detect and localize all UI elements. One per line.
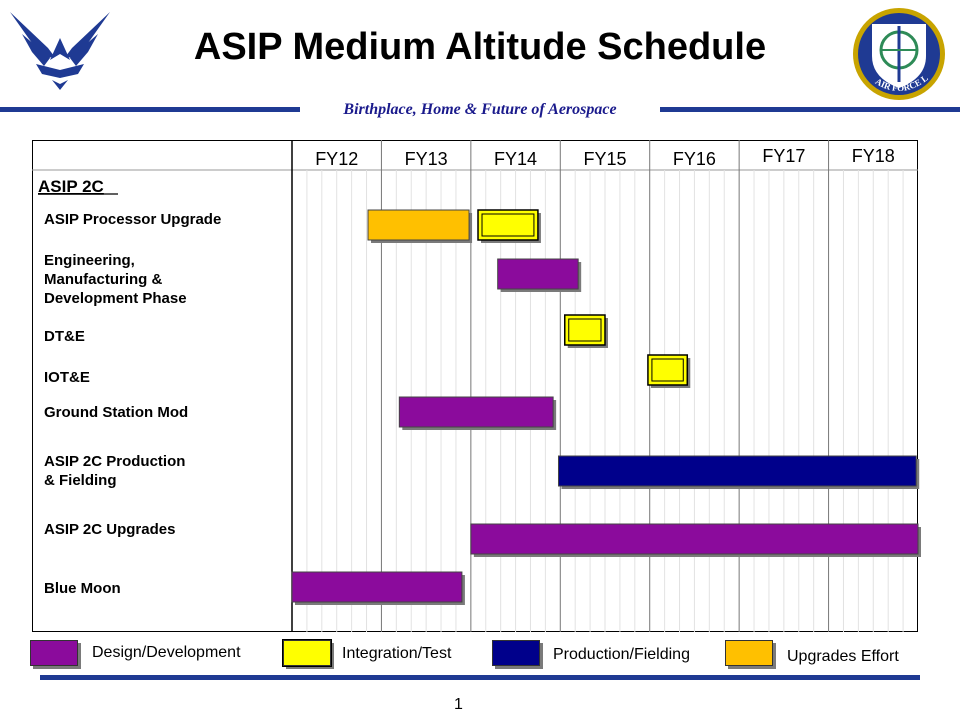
gantt-bar-integration-test xyxy=(647,354,689,386)
air-force-lcmc-seal-icon: AIR FORCE LCMC xyxy=(850,4,945,100)
task-label: ASIP 2C Upgrades xyxy=(44,521,175,538)
bar-inner-border xyxy=(568,318,602,342)
task-label: Blue Moon xyxy=(44,580,121,597)
fiscal-year-label: FY17 xyxy=(762,146,805,166)
legend-label-production-fielding: Production/Fielding xyxy=(553,646,690,663)
legend-swatch-design-development xyxy=(30,640,78,666)
gantt-chart-frame xyxy=(32,140,918,632)
task-label: DT&E xyxy=(44,328,85,345)
gantt-bar-design-development xyxy=(291,571,463,603)
gantt-bar-upgrades-effort xyxy=(367,209,470,241)
fiscal-year-label: FY13 xyxy=(405,149,448,169)
footer-rule xyxy=(40,675,920,680)
gantt-bar-design-development xyxy=(497,258,579,290)
legend: Design/Development Integration/Test Prod… xyxy=(0,636,960,670)
gantt-bar-design-development xyxy=(398,396,554,428)
gantt-bar-integration-test xyxy=(477,209,539,241)
bar-inner-border xyxy=(481,213,535,237)
task-label: Ground Station Mod xyxy=(44,404,188,421)
legend-label-upgrades-effort: Upgrades Effort xyxy=(787,648,899,665)
legend-swatch-production-fielding xyxy=(492,640,540,666)
legend-swatch-integration-test xyxy=(282,639,332,667)
task-label: IOT&E xyxy=(44,369,90,386)
header-rule-left xyxy=(0,107,300,112)
gantt-bar-integration-test xyxy=(564,314,606,346)
fiscal-year-label: FY16 xyxy=(673,149,716,169)
fiscal-year-label: FY15 xyxy=(583,149,626,169)
group-label: ASIP 2C xyxy=(38,177,104,196)
tagline: Birthplace, Home & Future of Aerospace xyxy=(343,101,617,118)
task-label: Engineering, Manufacturing & Development P… xyxy=(44,252,187,307)
fiscal-year-label: FY18 xyxy=(852,146,895,166)
task-label: ASIP Processor Upgrade xyxy=(44,211,221,228)
bar-inner-border xyxy=(651,358,684,382)
page-title: ASIP Medium Altitude Schedule xyxy=(193,26,767,68)
fiscal-year-label: FY14 xyxy=(494,149,537,169)
gantt-bar-design-development xyxy=(470,523,919,555)
air-force-wings-icon xyxy=(10,12,110,90)
legend-label-integration-test: Integration/Test xyxy=(342,645,452,662)
task-label: ASIP 2C Production & Fielding xyxy=(44,453,185,489)
gantt-bar-production-fielding xyxy=(557,455,917,487)
legend-swatch-upgrades-effort xyxy=(725,640,773,666)
legend-label-design-development: Design/Development xyxy=(92,644,241,661)
page-number: 1 xyxy=(454,696,463,713)
fiscal-year-label: FY12 xyxy=(315,149,358,169)
header-rule-right xyxy=(660,107,960,112)
